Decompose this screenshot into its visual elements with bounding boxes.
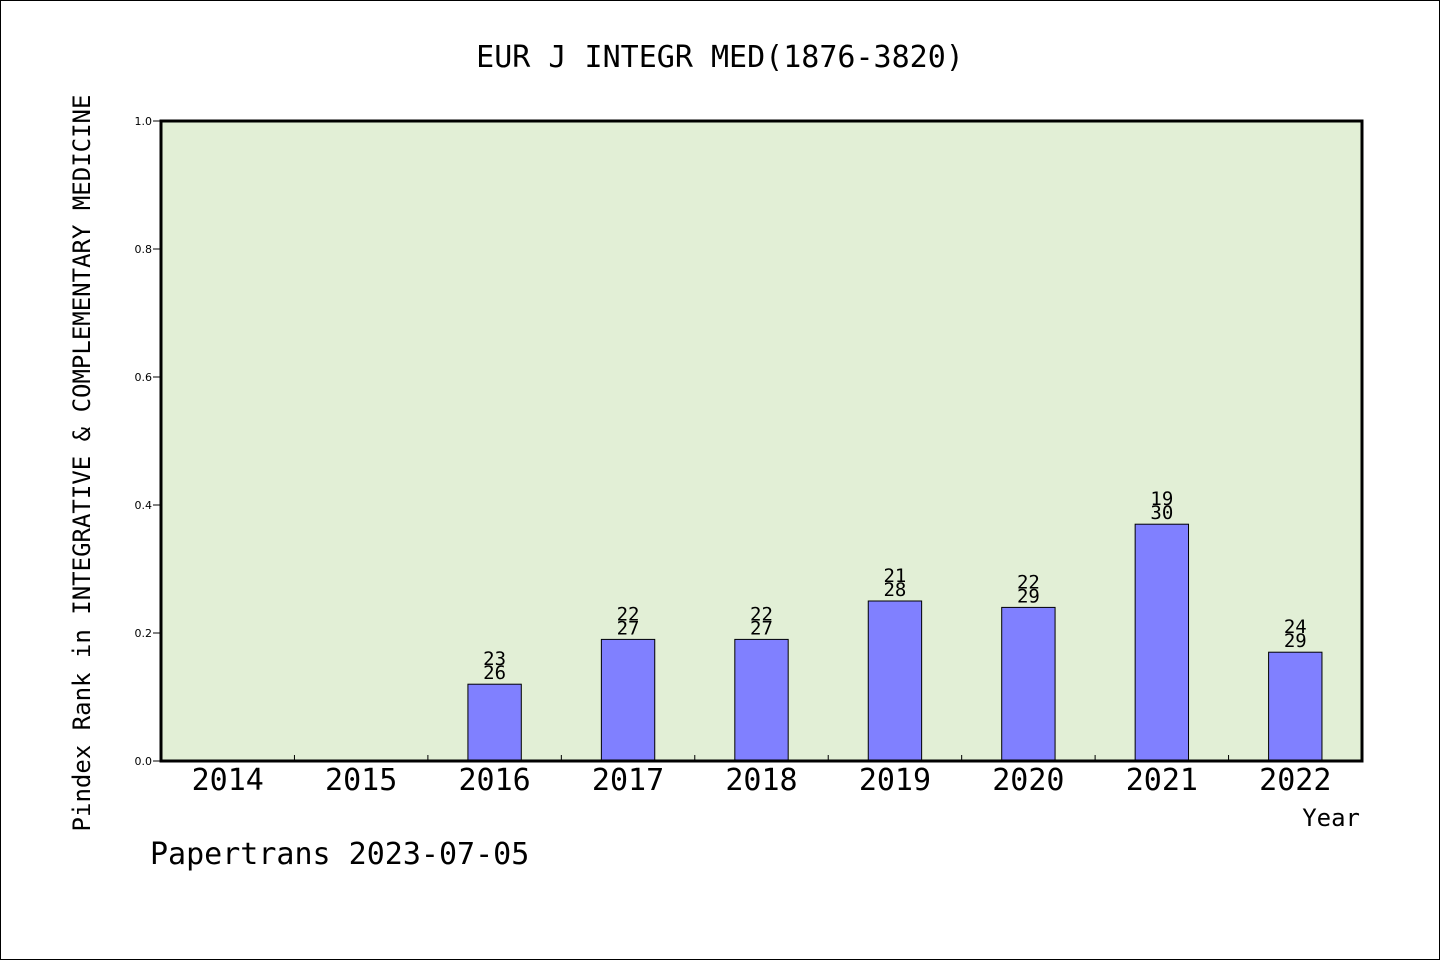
- chart-title: EUR J INTEGR MED(1876-3820): [476, 40, 964, 75]
- bar-label-top: 22: [1017, 571, 1040, 593]
- x-tick-label: 2020: [992, 763, 1064, 798]
- bar-label-top: 22: [617, 603, 640, 625]
- y-axis-ticks: 0.0 0.2 0.4 0.6 0.8 1.0: [135, 115, 161, 768]
- bar-label-bottom: 30: [1150, 502, 1173, 524]
- bar-2017: [600, 638, 656, 762]
- bar-2020: [1001, 606, 1056, 762]
- x-axis-label: Year: [1302, 804, 1360, 832]
- bar-2016: [467, 683, 522, 762]
- x-tick-label: 2021: [1126, 763, 1198, 798]
- y-tick-label: 0.2: [135, 627, 153, 640]
- y-tick-label: 0.6: [135, 371, 153, 384]
- bar-label-top: 19: [1150, 488, 1173, 510]
- x-tick-label: 2019: [859, 763, 931, 798]
- y-axis-label: Pindex Rank in INTEGRATIVE & COMPLEMENTA…: [68, 95, 96, 832]
- x-tick-label: 2018: [725, 763, 797, 798]
- x-tick-label: 2017: [592, 763, 664, 798]
- bar-label-top: 24: [1284, 616, 1307, 638]
- bar-label-bottom: 29: [1017, 585, 1040, 607]
- y-tick-label: 0.4: [135, 499, 153, 512]
- footer-credit: Papertrans 2023-07-05: [150, 837, 529, 872]
- x-tick-label: 2015: [325, 763, 397, 798]
- bar-label-bottom: 26: [483, 662, 506, 684]
- bar-label-top: 22: [750, 603, 773, 625]
- plot-border: [159, 119, 1364, 763]
- y-tick-label: 0.0: [135, 755, 153, 768]
- bar-2018: [734, 638, 789, 762]
- bar-label-bottom: 29: [1284, 630, 1307, 652]
- bar-label-bottom: 27: [750, 617, 773, 639]
- y-tick-label: 1.0: [135, 115, 153, 128]
- x-tick-label: 2014: [192, 763, 264, 798]
- bar-label-top: 21: [883, 565, 906, 587]
- bar-label-bottom: 27: [617, 617, 640, 639]
- x-tick-label: 2016: [458, 763, 530, 798]
- x-tick-label: 2022: [1259, 763, 1331, 798]
- bar-label-top: 23: [483, 648, 506, 670]
- bar-2022: [1268, 651, 1323, 762]
- bar-2021: [1134, 523, 1190, 762]
- y-tick-label: 0.8: [135, 243, 153, 256]
- bar-label-bottom: 28: [883, 579, 906, 601]
- bar-2019: [867, 600, 923, 762]
- x-axis-ticks: 2014 2015 2016 2017 2018 2019 2020 2021 2022: [192, 755, 1331, 798]
